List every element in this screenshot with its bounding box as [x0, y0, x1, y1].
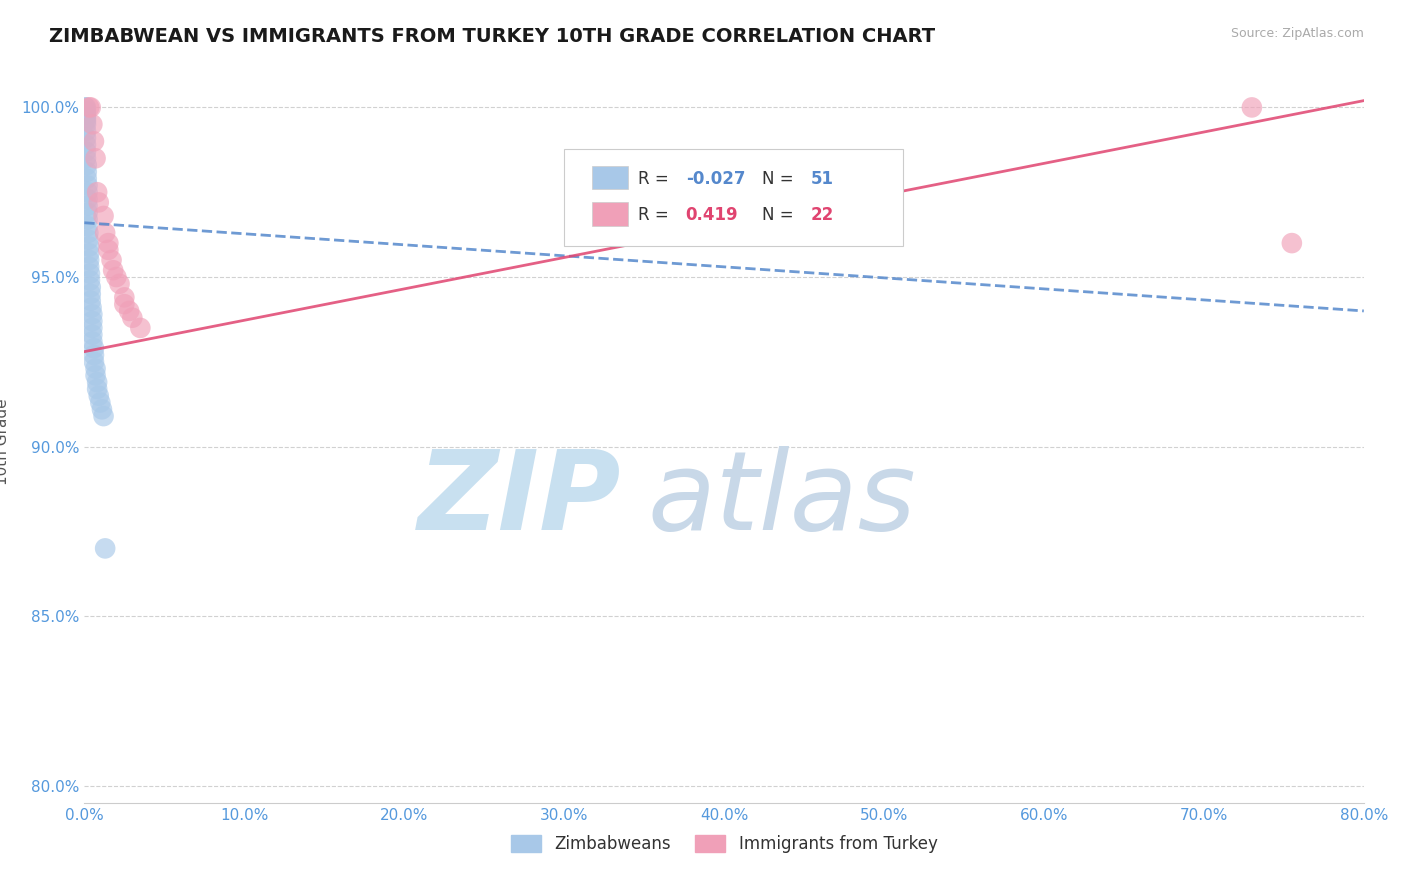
Point	[76, 219, 98, 234]
Point	[121, 310, 143, 325]
Point	[1281, 236, 1303, 251]
Point	[75, 103, 97, 118]
Point	[86, 185, 108, 199]
Point	[89, 395, 111, 409]
Point	[75, 151, 97, 165]
Point	[112, 290, 135, 304]
Point	[82, 334, 104, 349]
Point	[94, 541, 117, 556]
Point	[75, 111, 97, 125]
Point	[101, 263, 124, 277]
Point	[82, 314, 104, 328]
Text: ZIP: ZIP	[418, 446, 621, 553]
Point	[77, 260, 100, 274]
Point	[108, 277, 131, 291]
Point	[75, 145, 97, 159]
FancyBboxPatch shape	[592, 202, 628, 226]
Point	[76, 165, 98, 179]
Point	[112, 297, 135, 311]
Point	[76, 158, 98, 172]
Point	[76, 192, 98, 206]
Point	[75, 117, 97, 131]
Point	[84, 368, 107, 383]
Text: -0.027: -0.027	[686, 169, 745, 187]
Point	[77, 253, 100, 268]
Text: ZIMBABWEAN VS IMMIGRANTS FROM TURKEY 10TH GRADE CORRELATION CHART: ZIMBABWEAN VS IMMIGRANTS FROM TURKEY 10T…	[49, 27, 935, 45]
Point	[83, 348, 105, 362]
Point	[97, 236, 120, 251]
Point	[75, 100, 97, 114]
Point	[118, 304, 141, 318]
Point	[77, 226, 100, 240]
Point	[91, 402, 114, 417]
Text: R =: R =	[638, 169, 675, 187]
Text: R =: R =	[638, 206, 675, 224]
Y-axis label: 10th Grade: 10th Grade	[0, 398, 10, 485]
Point	[83, 134, 105, 148]
Point	[83, 341, 105, 355]
Point	[84, 151, 107, 165]
Point	[80, 100, 103, 114]
Point	[76, 212, 98, 227]
Point	[75, 100, 97, 114]
Point	[80, 301, 103, 315]
Point	[79, 267, 101, 281]
Point	[75, 107, 97, 121]
Text: N =: N =	[762, 169, 800, 187]
Point	[79, 273, 101, 287]
Point	[1240, 100, 1263, 114]
Point	[75, 114, 97, 128]
Point	[84, 361, 107, 376]
Text: 0.419: 0.419	[686, 206, 738, 224]
Point	[82, 327, 104, 342]
Legend: Zimbabweans, Immigrants from Turkey: Zimbabweans, Immigrants from Turkey	[503, 828, 945, 860]
Point	[77, 239, 100, 253]
Point	[86, 375, 108, 389]
Point	[77, 246, 100, 260]
Point	[80, 280, 103, 294]
Point	[87, 195, 110, 210]
Text: Source: ZipAtlas.com: Source: ZipAtlas.com	[1230, 27, 1364, 40]
Point	[93, 409, 115, 423]
Point	[82, 117, 104, 131]
Point	[93, 209, 115, 223]
Point	[82, 307, 104, 321]
Point	[94, 226, 117, 240]
Point	[76, 205, 98, 219]
Point	[77, 100, 100, 114]
Point	[100, 253, 122, 268]
Point	[129, 321, 152, 335]
Point	[105, 270, 128, 285]
Text: 51: 51	[811, 169, 834, 187]
Point	[83, 355, 105, 369]
Point	[87, 389, 110, 403]
Point	[82, 321, 104, 335]
Point	[76, 178, 98, 193]
Text: atlas: atlas	[647, 446, 915, 553]
Point	[80, 293, 103, 308]
Point	[75, 124, 97, 138]
Point	[75, 137, 97, 152]
Point	[77, 233, 100, 247]
Point	[76, 171, 98, 186]
FancyBboxPatch shape	[564, 149, 903, 246]
Text: 22: 22	[811, 206, 834, 224]
Point	[86, 382, 108, 396]
FancyBboxPatch shape	[592, 166, 628, 189]
Point	[76, 199, 98, 213]
Point	[75, 131, 97, 145]
Text: N =: N =	[762, 206, 800, 224]
Point	[97, 243, 120, 257]
Point	[80, 287, 103, 301]
Point	[76, 185, 98, 199]
